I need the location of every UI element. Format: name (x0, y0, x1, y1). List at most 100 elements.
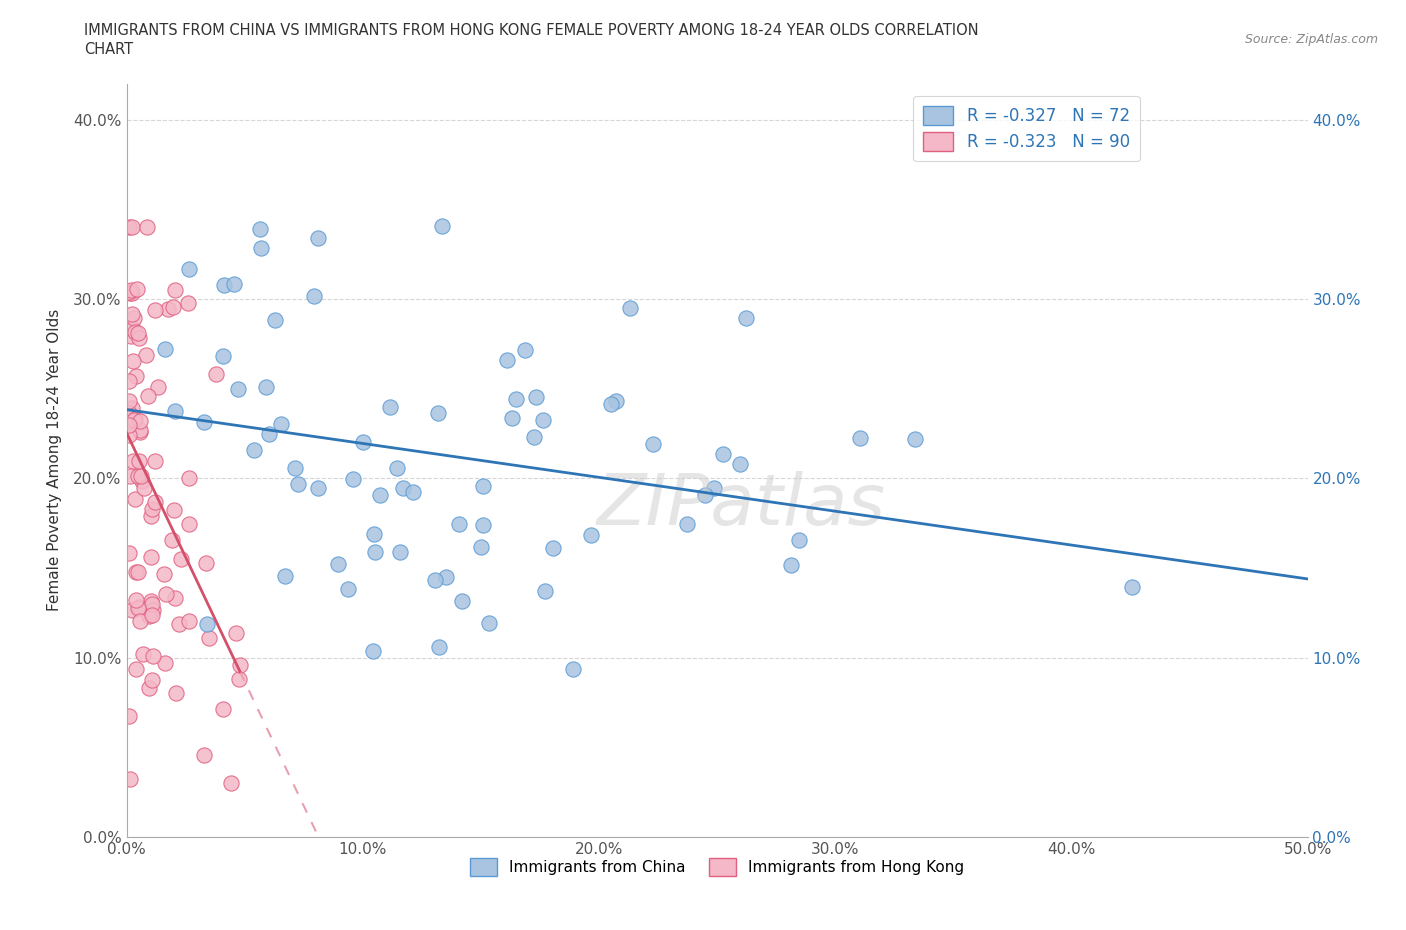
Point (193, 415, 215, 430)
Point (124, 565, 146, 579)
Point (849, 431, 872, 445)
Point (131, 647, 153, 662)
Point (121, 286, 143, 300)
Point (125, 592, 148, 607)
Point (155, 587, 177, 602)
Point (523, 430, 546, 445)
Point (128, 599, 150, 614)
Point (336, 582, 359, 597)
Point (122, 322, 145, 337)
Point (121, 603, 143, 618)
Point (531, 412, 554, 427)
Point (198, 631, 221, 645)
Point (122, 353, 145, 368)
Point (392, 481, 415, 496)
Point (505, 392, 527, 406)
Point (152, 566, 174, 581)
Point (368, 487, 391, 502)
Point (127, 601, 149, 616)
Text: IMMIGRANTS FROM CHINA VS IMMIGRANTS FROM HONG KONG FEMALE POVERTY AMONG 18-24 YE: IMMIGRANTS FROM CHINA VS IMMIGRANTS FROM… (84, 23, 979, 38)
Point (134, 481, 156, 496)
Point (307, 231, 329, 246)
Point (162, 299, 184, 314)
Point (270, 416, 292, 431)
Point (364, 545, 387, 560)
Point (307, 480, 329, 495)
Point (734, 311, 756, 325)
Point (125, 369, 148, 384)
Point (121, 307, 143, 322)
Point (141, 502, 163, 517)
Point (128, 453, 150, 468)
Point (141, 673, 163, 688)
Point (643, 436, 665, 451)
Point (128, 330, 150, 345)
Point (228, 671, 250, 686)
Point (496, 352, 519, 367)
Point (169, 617, 191, 631)
Point (451, 593, 474, 608)
Point (1121, 579, 1143, 594)
Point (170, 551, 193, 566)
Point (780, 557, 803, 572)
Point (139, 593, 162, 608)
Point (501, 410, 523, 425)
Point (211, 349, 233, 364)
Point (179, 471, 201, 485)
Point (363, 527, 385, 542)
Point (163, 404, 186, 418)
Point (129, 468, 152, 483)
Point (787, 532, 810, 547)
Point (124, 492, 146, 507)
Point (142, 603, 165, 618)
Point (122, 454, 145, 469)
Point (146, 379, 169, 394)
Point (250, 241, 273, 256)
Point (257, 427, 280, 442)
Point (179, 517, 201, 532)
Point (118, 219, 141, 234)
Point (118, 709, 141, 724)
Point (135, 348, 157, 363)
Y-axis label: Female Poverty Among 18-24 Year Olds: Female Poverty Among 18-24 Year Olds (46, 309, 62, 612)
Point (127, 326, 149, 340)
Point (695, 488, 717, 503)
Point (122, 311, 145, 325)
Point (177, 296, 200, 311)
Point (711, 446, 734, 461)
Point (129, 422, 152, 437)
Text: ZIPatlas: ZIPatlas (596, 472, 886, 540)
Point (120, 469, 142, 484)
Point (363, 644, 385, 658)
Point (142, 649, 165, 664)
Point (449, 517, 471, 532)
Point (541, 540, 564, 555)
Point (136, 388, 159, 403)
Point (605, 393, 627, 408)
Point (153, 341, 176, 356)
Point (122, 413, 145, 428)
Point (193, 748, 215, 763)
Point (131, 473, 153, 488)
Point (127, 469, 149, 484)
Point (534, 584, 557, 599)
Point (427, 639, 450, 654)
Point (163, 283, 186, 298)
Point (470, 540, 492, 555)
Point (513, 342, 536, 357)
Point (118, 286, 141, 300)
Point (222, 276, 245, 291)
Point (352, 435, 374, 450)
Point (730, 457, 752, 472)
Point (153, 655, 176, 670)
Point (120, 328, 142, 343)
Point (121, 219, 143, 234)
Point (212, 701, 235, 716)
Point (619, 300, 641, 315)
Point (143, 453, 166, 468)
Point (388, 544, 411, 559)
Point (129, 414, 152, 429)
Point (264, 312, 287, 327)
Text: Source: ZipAtlas.com: Source: ZipAtlas.com (1244, 33, 1378, 46)
Point (143, 495, 166, 510)
